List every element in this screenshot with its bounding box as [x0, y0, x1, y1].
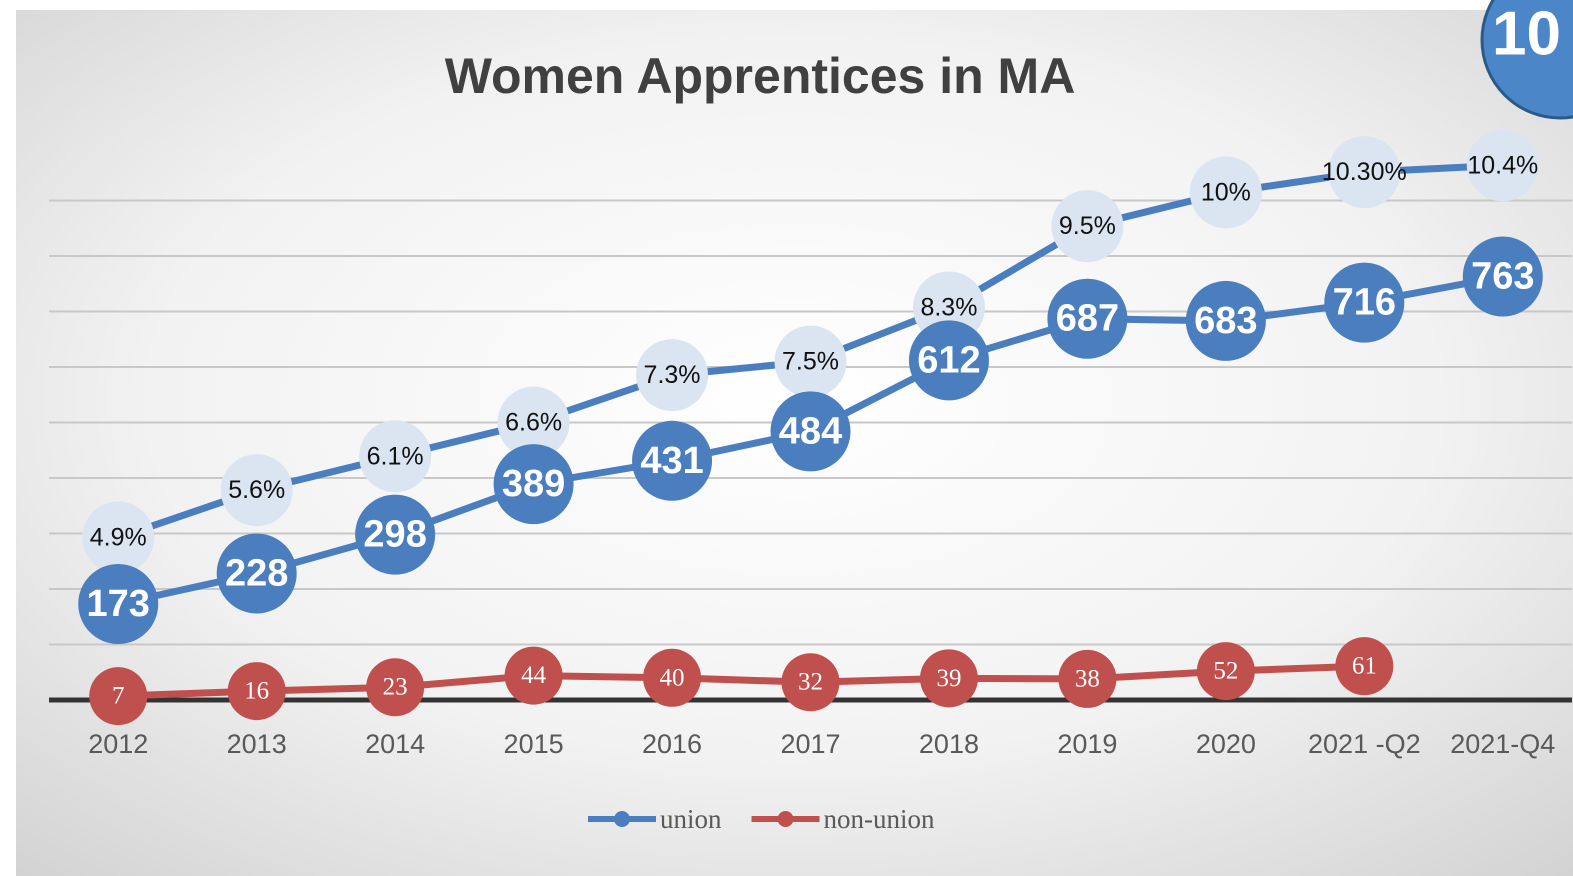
data-label: 298 [363, 514, 426, 556]
data-point [78, 563, 159, 644]
data-label: 612 [917, 339, 980, 381]
data-point [770, 391, 851, 472]
data-point [1324, 262, 1405, 343]
data-point [1466, 129, 1539, 202]
page-badge-label: 10 [1492, 0, 1561, 69]
x-tick-label: 2014 [365, 729, 425, 759]
data-label: 10.4% [1467, 151, 1538, 179]
data-point [632, 420, 713, 501]
data-label: 431 [640, 440, 703, 482]
data-label: 7.5% [782, 348, 839, 376]
data-point [82, 501, 155, 574]
labels: 4.9% 5.6% 6.1% 6.6% 7.3% 7.5% 8.3% 9.5% 10% 10.30… [87, 151, 1539, 709]
data-label: 9.5% [1059, 212, 1116, 240]
data-point [355, 494, 436, 575]
data-label: 484 [779, 410, 842, 452]
page-badge [1480, 0, 1573, 120]
data-label: 4.9% [90, 524, 147, 552]
legend-swatch-marker [777, 811, 794, 827]
data-point [1328, 136, 1401, 209]
x-tick-label: 2020 [1196, 729, 1256, 759]
x-tick-label: 2021 -Q2 [1308, 729, 1421, 759]
chart-title: Women Apprentices in MA [445, 48, 1076, 104]
data-label: 6.6% [505, 409, 562, 437]
data-point [220, 454, 293, 527]
data-point [1196, 642, 1255, 701]
data-label: 40 [660, 664, 685, 691]
data-point [1462, 236, 1543, 317]
x-tick-label: 2019 [1057, 729, 1117, 759]
data-label: 687 [1056, 298, 1119, 340]
data-label: 10% [1201, 178, 1251, 206]
data-point [366, 658, 425, 717]
data-label: 6.1% [367, 442, 424, 470]
data-point [919, 649, 978, 708]
series-line [118, 662, 1365, 700]
x-tick-label: 2016 [642, 729, 702, 759]
data-point [781, 653, 840, 712]
data-label: 61 [1352, 653, 1377, 680]
data-label: 32 [798, 669, 823, 696]
data-point [497, 386, 570, 459]
x-tick-label: 2017 [780, 729, 840, 759]
legend-label: non-union [824, 804, 935, 834]
x-tick-label: 2018 [919, 729, 979, 759]
data-label: 716 [1333, 282, 1396, 324]
data-label: 52 [1213, 658, 1238, 685]
data-point [493, 444, 574, 525]
data-label: 8.3% [920, 293, 977, 321]
x-tick-label: 2021-Q4 [1450, 729, 1555, 759]
data-label: 39 [936, 665, 961, 692]
data-label: 683 [1194, 300, 1257, 342]
data-label: 173 [87, 583, 150, 625]
data-point [643, 648, 702, 707]
x-tick-label: 2012 [88, 729, 148, 759]
x-tick-label: 2015 [504, 729, 564, 759]
data-point [1051, 190, 1124, 263]
data-point [504, 646, 563, 705]
data-label: 5.6% [228, 476, 285, 504]
data-label: 7.3% [644, 361, 701, 389]
data-label: 389 [502, 463, 565, 505]
data-point [1189, 156, 1262, 229]
data-point [216, 533, 297, 614]
x-tick-label: 2013 [227, 729, 287, 759]
data-label: 7 [112, 683, 125, 710]
data-point [908, 320, 989, 401]
data-label: 228 [225, 552, 288, 594]
data-label: 10.30% [1322, 158, 1407, 186]
data-label: 763 [1471, 256, 1534, 298]
markers [78, 129, 1543, 726]
data-point [1047, 278, 1128, 359]
data-point [1335, 637, 1394, 696]
data-point [89, 667, 148, 726]
grid [49, 199, 1572, 703]
data-label: 44 [521, 662, 547, 689]
data-label: 23 [383, 674, 408, 701]
data-label: 38 [1075, 665, 1100, 692]
legend-swatch-marker [614, 811, 630, 827]
data-point [227, 662, 286, 721]
legend-label: union [660, 804, 722, 834]
data-point [774, 325, 847, 398]
data-point [1058, 649, 1117, 708]
data-label: 16 [244, 678, 269, 705]
data-point [359, 420, 432, 493]
data-point [1185, 280, 1266, 361]
data-point [636, 339, 709, 412]
